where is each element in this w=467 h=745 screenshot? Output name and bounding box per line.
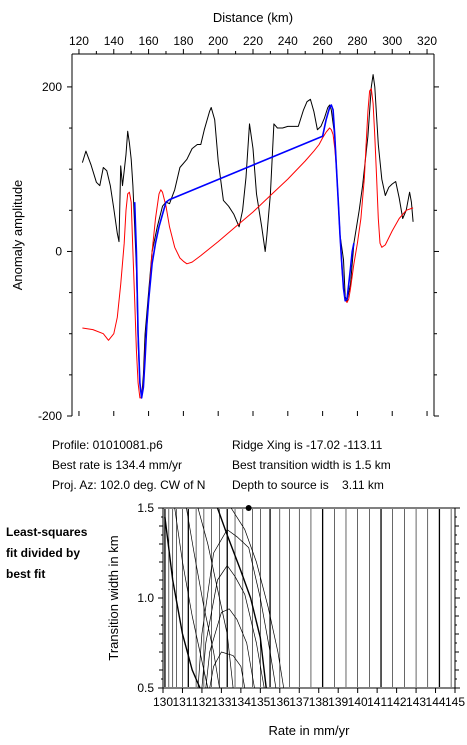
anomaly-profile-chart: 120 140 160 180 200 220 240 260 280 300 320 -200 0 20… xyxy=(10,10,439,423)
contour-line-0 xyxy=(164,516,201,689)
y-tick-label: 200 xyxy=(42,80,62,94)
info-profile: Profile: 01010081.p6 xyxy=(52,438,163,452)
info-best-rate: Best rate is 134.4 mm/yr xyxy=(52,458,183,472)
x-tick-label: 300 xyxy=(382,34,402,48)
info-best-transition: Best transition width is 1.5 km xyxy=(232,458,391,472)
side-note-line1: Least-squares xyxy=(6,525,88,539)
x-tick-label: 134 xyxy=(231,695,251,709)
y-tick-label: 0 xyxy=(55,244,62,258)
x-tick-label: 140 xyxy=(348,695,368,709)
contour-line-5 xyxy=(230,507,285,689)
contour-line-6 xyxy=(209,651,246,689)
best-fit-marker xyxy=(245,505,252,511)
info-ridge-xing: Ridge Xing is -17.02 -113.11 xyxy=(232,438,383,452)
x-tick-label: 260 xyxy=(313,34,333,48)
x-tick-label: 320 xyxy=(417,34,437,48)
x-tick-label: 131 xyxy=(172,695,192,709)
x-tick-label: 200 xyxy=(208,34,228,48)
x-tick-label: 138 xyxy=(309,695,329,709)
contour-line-3 xyxy=(197,507,234,689)
x-tick-label: 160 xyxy=(139,34,159,48)
side-note-line3: best fit xyxy=(6,567,46,581)
x-tick-label: 141 xyxy=(367,695,387,709)
y-tick-label: -200 xyxy=(38,409,62,423)
series-line-1 xyxy=(82,88,414,399)
info-depth: Depth to source is 3.11 km xyxy=(232,478,384,492)
x-tick-label: 120 xyxy=(69,34,89,48)
y-axis-title: Anomaly amplitude xyxy=(10,180,25,291)
y-tick-label: 0.5 xyxy=(137,681,154,695)
x-tick-label: 136 xyxy=(270,695,290,709)
contour-line-1 xyxy=(174,507,209,689)
x-tick-label: 137 xyxy=(289,695,309,709)
y-axis-title: Transition width in km xyxy=(106,535,121,660)
x-tick-label: 145 xyxy=(445,695,465,709)
side-note-line2: fit divided by xyxy=(6,546,81,560)
x-tick-label: 240 xyxy=(278,34,298,48)
x-tick-label: 144 xyxy=(426,695,446,709)
contour-chart: 130 131 132 133 134 135 136 137 138 139 140 141 142 1… xyxy=(106,501,465,738)
x-tick-label: 280 xyxy=(347,34,367,48)
x-tick-label: 143 xyxy=(406,695,426,709)
x-tick-label: 139 xyxy=(328,695,348,709)
x-tick-label: 142 xyxy=(387,695,407,709)
series-line-0 xyxy=(81,74,414,399)
contour-line-2 xyxy=(186,507,220,689)
y-tick-label: 1.0 xyxy=(137,591,154,605)
x-tick-label: 140 xyxy=(104,34,124,48)
x-tick-label: 133 xyxy=(211,695,231,709)
x-tick-label: 130 xyxy=(153,695,173,709)
top-axis-title: Distance (km) xyxy=(213,10,293,25)
contour-line-4 xyxy=(216,507,267,689)
series-line-2 xyxy=(133,104,355,399)
x-tick-label: 132 xyxy=(192,695,212,709)
side-note: Least-squares fit divided by best fit xyxy=(6,522,106,585)
contour-line-8 xyxy=(201,565,265,689)
contour-line-9 xyxy=(197,529,277,689)
y-tick-label: 1.5 xyxy=(137,501,154,515)
x-tick-label: 220 xyxy=(243,34,263,48)
x-tick-label: 135 xyxy=(250,695,270,709)
contour-line-7 xyxy=(205,608,255,689)
x-axis-title: Rate in mm/yr xyxy=(269,723,351,738)
x-tick-label: 180 xyxy=(173,34,193,48)
info-proj-az: Proj. Az: 102.0 deg. CW of N xyxy=(52,478,206,492)
